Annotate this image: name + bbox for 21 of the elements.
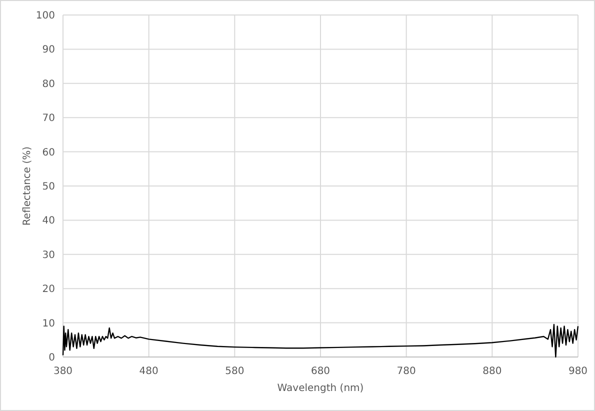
y-tick-label: 70	[42, 113, 55, 124]
y-tick-label: 100	[36, 10, 55, 22]
y-tick-label: 40	[42, 216, 55, 227]
y-tick-label: 10	[42, 318, 55, 330]
y-tick-label: 30	[42, 250, 55, 261]
x-tick-label: 580	[225, 366, 244, 377]
x-tick-label: 780	[396, 366, 416, 377]
x-tick-label: 980	[568, 366, 588, 377]
x-tick-label: 680	[310, 366, 330, 377]
y-tick-label: 20	[42, 284, 55, 296]
x-axis-title: Wavelength (nm)	[277, 383, 364, 394]
y-tick-label: 0	[48, 352, 55, 364]
y-tick-label: 50	[42, 182, 55, 192]
y-tick-label: 90	[42, 44, 55, 56]
y-axis-title: Reflectance (%)	[22, 146, 33, 226]
y-tick-label: 60	[42, 147, 55, 158]
x-tick-label: 880	[482, 366, 502, 377]
line-series	[62, 324, 579, 358]
y-tick-label: 80	[42, 78, 55, 90]
x-tick-label: 480	[139, 366, 158, 377]
x-tick-label: 380	[53, 366, 73, 377]
